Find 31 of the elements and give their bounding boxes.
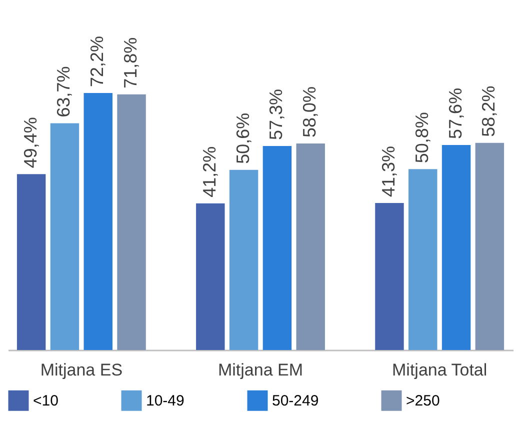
bar (16, 174, 46, 350)
data-label: 58,0% (300, 86, 320, 138)
data-label: 57,6% (445, 88, 466, 139)
data-label: 41,2% (199, 146, 220, 198)
data-label: 63,7% (54, 66, 74, 118)
legend-label: >250 (406, 392, 440, 410)
data-label: 41,3% (378, 146, 398, 197)
x-tick-label: Mitjana ES (40, 360, 123, 380)
bar (296, 144, 325, 350)
bar (475, 142, 504, 350)
bar (50, 123, 80, 350)
data-label: 71,8% (120, 37, 141, 88)
legend-label: <10 (33, 392, 58, 410)
legend-label: 50-249 (272, 392, 319, 410)
x-tick-label: Mitjana Total (392, 360, 488, 380)
data-label: 50,8% (412, 112, 432, 164)
bar (442, 144, 471, 350)
bar (408, 169, 438, 350)
data-label: 50,6% (232, 112, 253, 164)
bar (262, 146, 292, 350)
legend-label: 10-49 (146, 392, 184, 410)
bar (229, 170, 258, 350)
data-label: 58,2% (478, 86, 499, 137)
bar (117, 94, 146, 350)
bar (84, 93, 112, 350)
data-label: 49,4% (20, 117, 40, 168)
data-label: 57,3% (266, 88, 286, 140)
bar (196, 203, 225, 350)
x-tick-label: Mitjana EM (218, 360, 304, 380)
data-label: 72,2% (87, 36, 108, 87)
bar (375, 202, 404, 350)
